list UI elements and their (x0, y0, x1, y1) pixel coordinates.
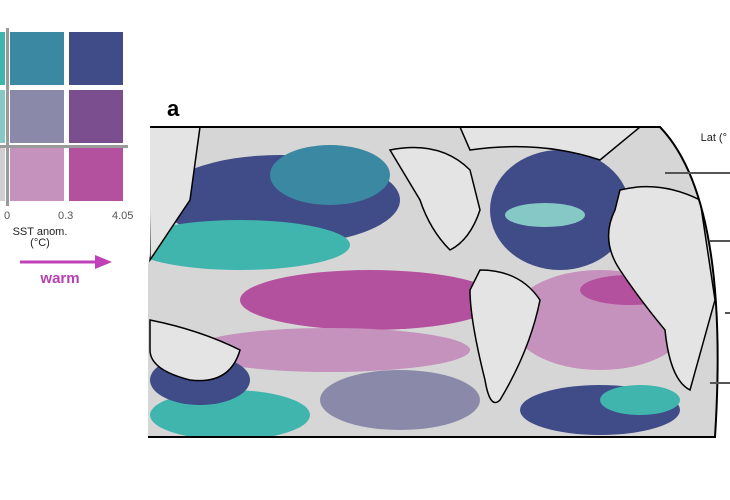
legend-tick: 0.3 (58, 210, 74, 222)
lat-tick (710, 382, 730, 384)
north-america-land (388, 146, 481, 251)
lat-tick (710, 240, 730, 242)
legend-axis-line (0, 145, 128, 148)
lat-tick (725, 312, 730, 314)
legend-xlabel: SST anom. (12, 226, 68, 238)
legend-cell (0, 148, 5, 201)
legend-unit: (°C) (30, 237, 50, 249)
legend-cell (0, 32, 5, 85)
legend-cell (10, 32, 64, 85)
south-america-land (469, 269, 541, 404)
panel-label: a (167, 96, 180, 121)
africa-land (607, 185, 716, 392)
australia-land (149, 319, 241, 382)
legend-cell (69, 90, 123, 143)
legend-tick: 0 (4, 210, 11, 222)
legend-cell (10, 90, 64, 143)
legend-cell (69, 32, 123, 85)
lat-tick (665, 172, 730, 174)
equatorial-pacific-anomaly (240, 270, 500, 330)
map-frame (148, 126, 719, 438)
legend-tick: 4.05 (112, 210, 134, 222)
legend-cell (10, 148, 64, 201)
ocean-layer (148, 127, 718, 437)
warm-arrow-icon (20, 255, 112, 269)
warm-label: warm (40, 270, 80, 287)
legend-cell (69, 148, 123, 201)
latitude-axis-label: Lat (° (700, 132, 727, 144)
legend-axis-line (6, 28, 9, 206)
legend-cell (0, 90, 5, 143)
